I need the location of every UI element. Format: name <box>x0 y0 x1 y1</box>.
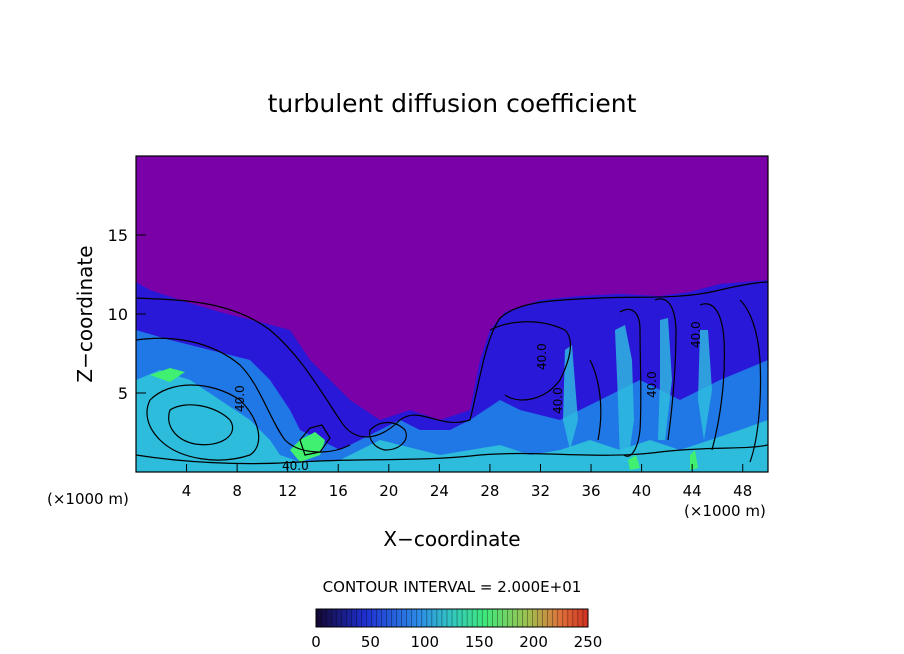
y-tick-label: 15 <box>108 226 128 245</box>
colorbar-tick-label: 0 <box>311 633 321 651</box>
contour-label: 40.0 <box>233 385 247 412</box>
contour-label: 40.0 <box>551 387 565 414</box>
x-tick-label: 16 <box>329 482 348 500</box>
x-tick-label: 28 <box>480 482 499 500</box>
colorbar-tick-label: 200 <box>519 633 548 651</box>
contour-label-group: 40.0 40.0 40.0 40.0 40.0 40.0 <box>233 321 703 473</box>
y-tick-label: 10 <box>108 305 128 324</box>
x-tick-label: 8 <box>232 482 242 500</box>
contour-label: 40.0 <box>645 371 659 398</box>
x-tick-label: 36 <box>581 482 600 500</box>
turbulence-region-peak <box>290 432 325 462</box>
contour-label: 40.0 <box>535 343 549 370</box>
colorbar-tick-label: 250 <box>574 633 603 651</box>
y-tick-label: 5 <box>118 384 128 403</box>
plot-area: 40.0 40.0 40.0 40.0 40.0 40.0 <box>136 156 768 473</box>
contour-lines <box>136 281 768 465</box>
contour-label: 40.0 <box>689 321 703 348</box>
colorbar-tick-label: 150 <box>465 633 494 651</box>
chart-title: turbulent diffusion coefficient <box>268 89 637 118</box>
y-axis-label: Z−coordinate <box>73 245 97 382</box>
x-unit-right: (×1000 m) <box>684 502 766 520</box>
x-axis-label: X−coordinate <box>383 527 520 551</box>
x-tick-label: 32 <box>531 482 550 500</box>
x-axis: 4 8 12 16 20 24 28 32 36 40 44 48 <box>182 464 752 500</box>
x-tick-label: 12 <box>278 482 297 500</box>
x-tick-label: 48 <box>733 482 752 500</box>
x-tick-label: 24 <box>430 482 449 500</box>
x-tick-label: 20 <box>379 482 398 500</box>
turbulence-region-mid <box>136 330 768 472</box>
contour-label: 40.0 <box>282 459 309 473</box>
colorbar-tick-label: 50 <box>361 633 380 651</box>
colorbar: 0 50 100 150 200 250 <box>311 608 603 651</box>
x-tick-label: 44 <box>683 482 702 500</box>
y-axis: 5 10 15 <box>108 226 146 403</box>
x-tick-label: 4 <box>182 482 192 500</box>
contour-interval-text: CONTOUR INTERVAL = 2.000E+01 <box>323 578 582 596</box>
x-tick-label: 40 <box>632 482 651 500</box>
x-unit-left: (×1000 m) <box>47 490 129 508</box>
colorbar-tick-label: 100 <box>410 633 439 651</box>
